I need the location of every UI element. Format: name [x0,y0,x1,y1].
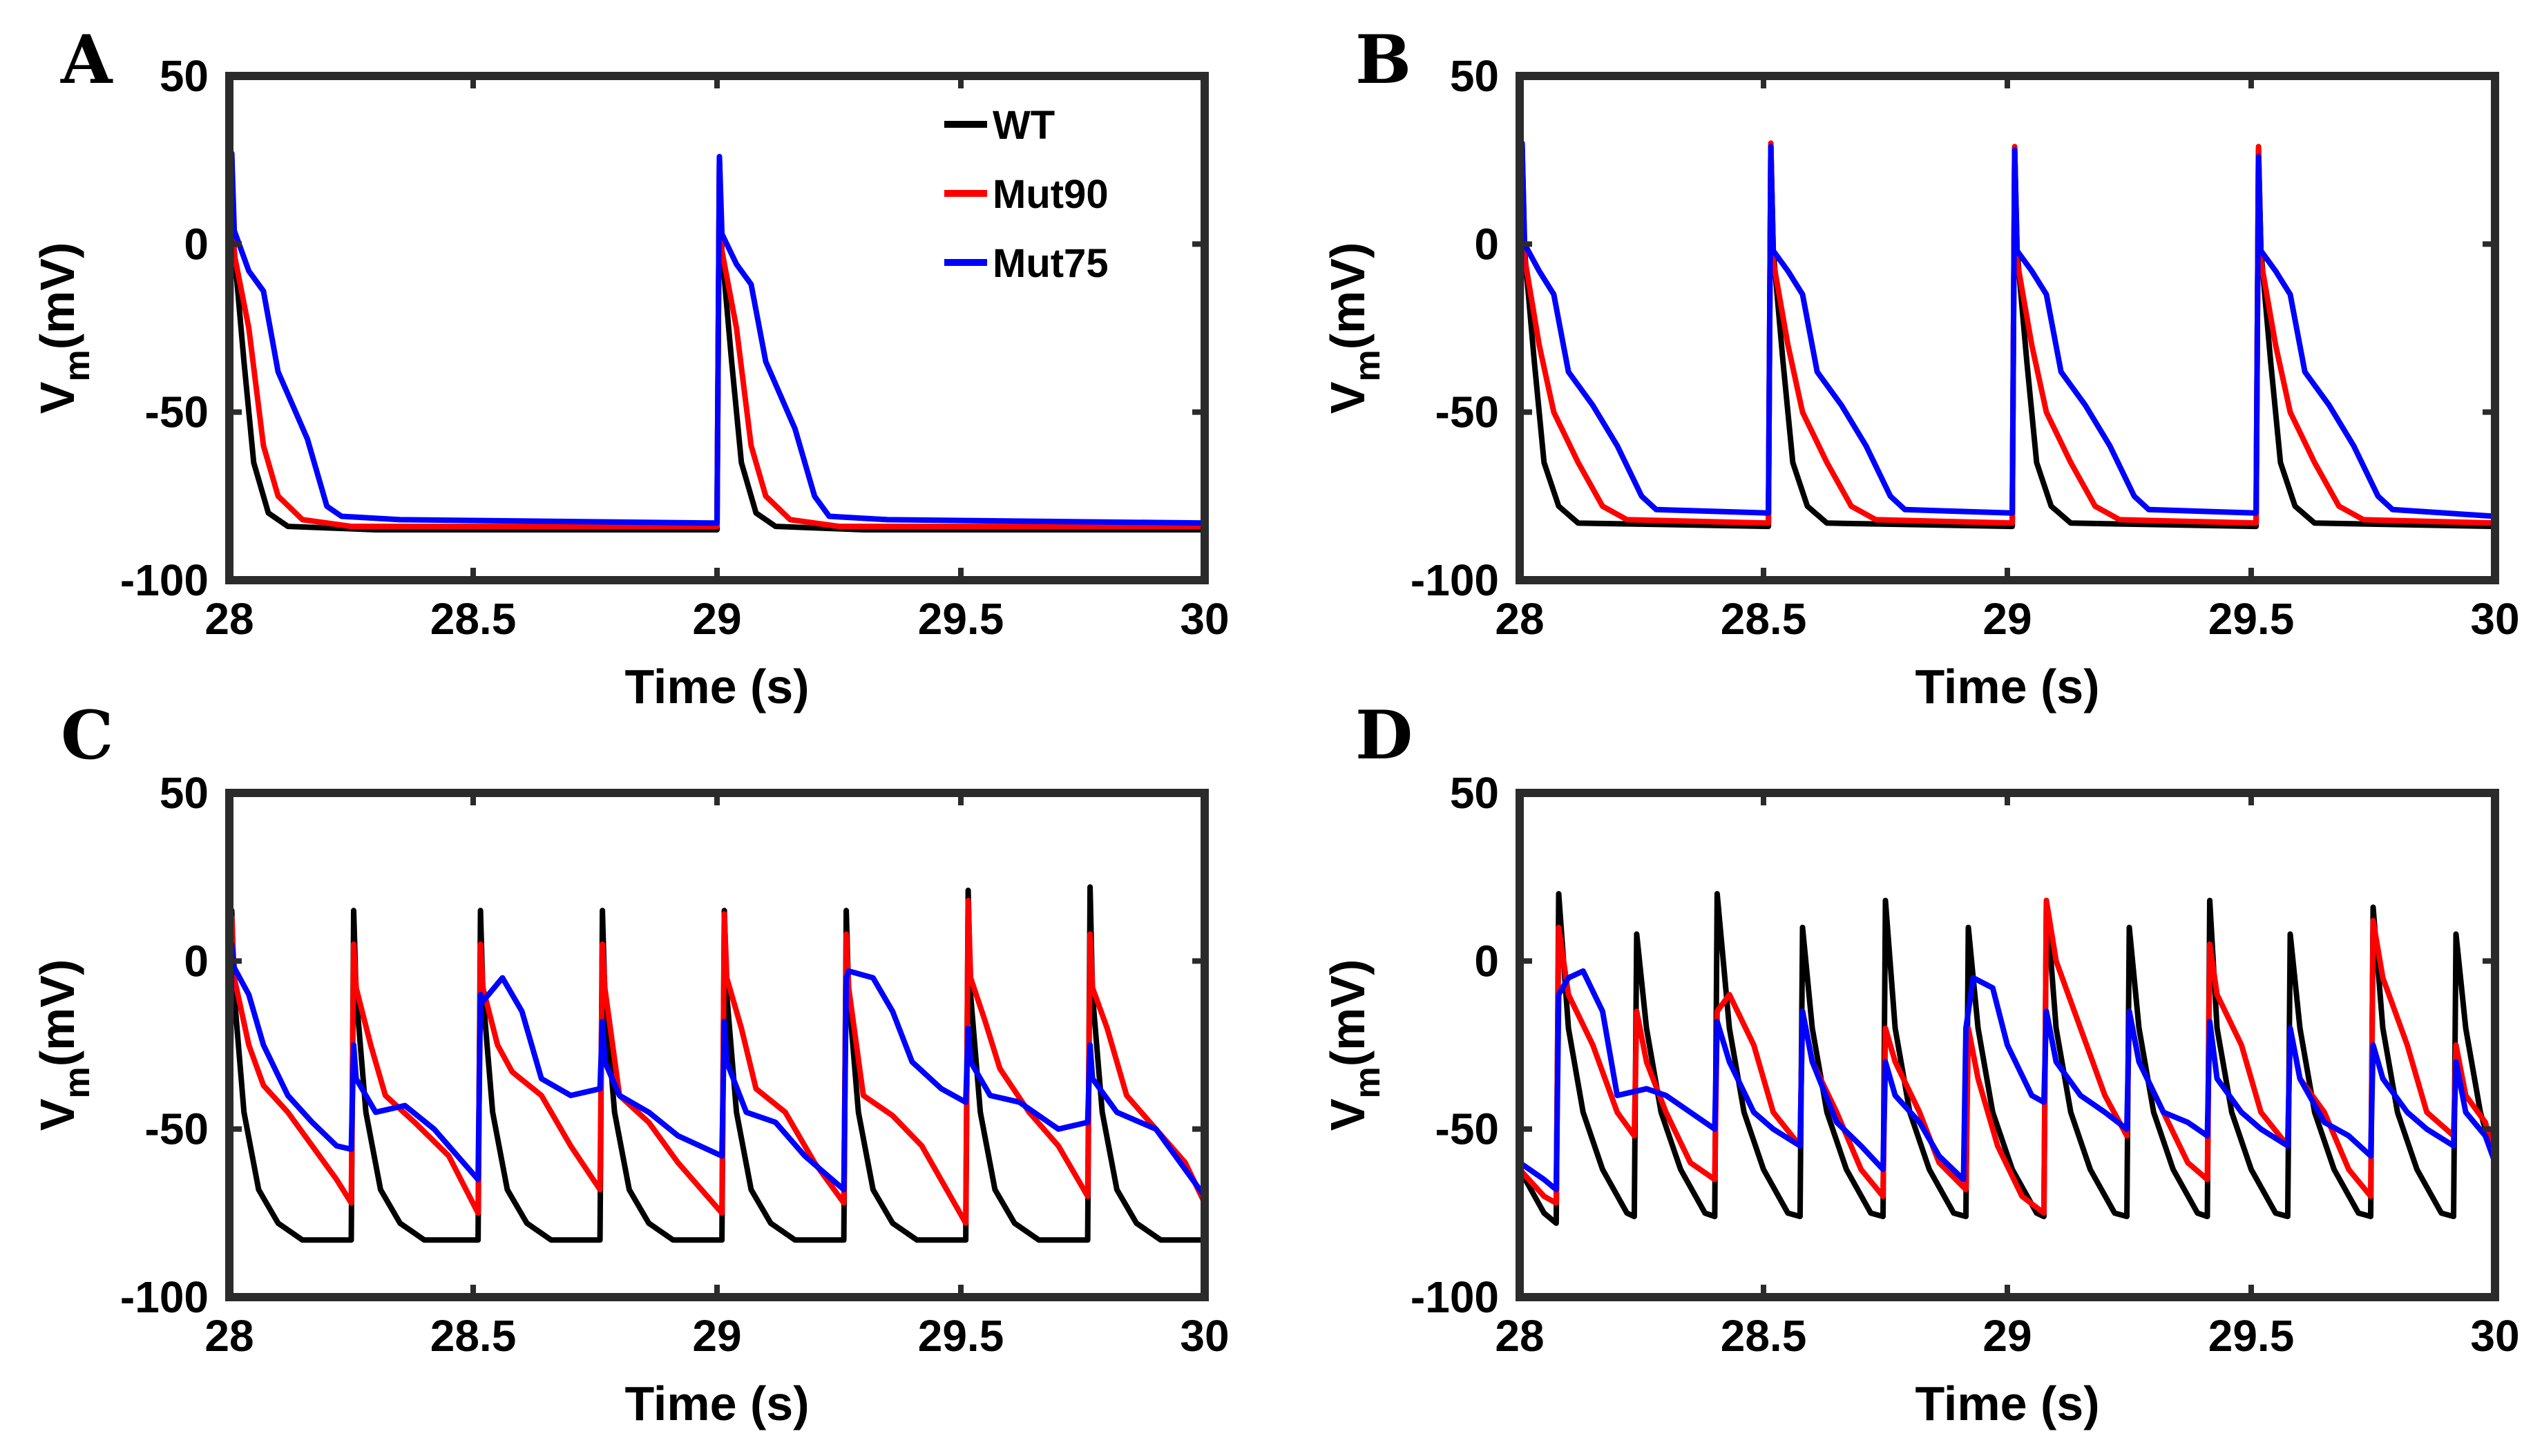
y-tick-label: 0 [1474,936,1499,986]
y-axis-label-symbol: V [30,1098,84,1131]
series-line-mut90 [1520,140,2495,527]
y-tick-label: -100 [120,1272,209,1322]
y-axis-label-symbol: V [1321,1098,1375,1131]
y-tick-label: 0 [184,219,209,269]
x-tick-label: 28.5 [1721,594,1807,644]
panel-d: D 28 28.5 29 29.5 30 50 0 -50 -100 Time (s) Vm(mV) [1321,696,2520,1430]
y-tick-label: -100 [1411,555,1499,605]
series-group-d [1520,891,2495,1226]
panel-letter-a: A [60,21,113,99]
y-axis-label: Vm(mV) [30,242,97,414]
x-tick-label: 29.5 [918,594,1004,644]
x-tick-label: 29 [692,594,741,644]
x-axis-label: Time (s) [624,660,809,713]
y-axis-label-subscript: m [57,349,97,381]
x-tick-label: 28 [204,1311,254,1361]
y-axis-label: Vm(mV) [30,959,97,1131]
series-line-mut75 [229,150,1205,527]
panel-a: A 28 28.5 29 29.5 30 50 0 -50 -100 Time (s) Vm(mV) W… [30,21,1230,713]
y-axis-label-unit: (mV) [30,242,84,350]
x-axis-label: Time (s) [624,1377,809,1430]
series-line-wt [1520,891,2495,1226]
legend: WT Mut90 Mut75 [944,103,1109,286]
y-axis-label-unit: (mV) [1321,959,1375,1067]
series-line-wt [229,884,1205,1243]
x-tick-label: 28 [204,594,254,644]
x-tick-label: 29 [692,1311,741,1361]
x-tick-label: 29.5 [2208,594,2295,644]
x-axis-label: Time (s) [1915,1377,2099,1430]
x-tick-label: 28 [1495,594,1544,644]
y-tick-label: 50 [1450,51,1499,101]
y-axis-label-symbol: V [30,381,84,414]
x-tick-label: 29 [1982,1311,2032,1361]
y-tick-label: -50 [145,1104,209,1154]
y-tick-label: 50 [160,51,209,101]
y-tick-label: -100 [120,555,209,605]
x-tick-label: 30 [1180,1311,1229,1361]
series-line-wt [1520,144,2495,530]
legend-label-mut75: Mut75 [993,241,1109,286]
y-axis-label: Vm(mV) [1321,242,1388,414]
legend-label-wt: WT [993,103,1055,148]
series-line-mut75 [1520,140,2495,524]
y-tick-label: -100 [1411,1272,1499,1322]
x-tick-label: 28.5 [430,594,517,644]
series-group-c [229,884,1205,1243]
series-line-mut90 [229,153,1205,530]
y-tick-label: 50 [1450,768,1499,818]
panel-c: C 28 28.5 29 29.5 30 50 0 -50 -100 Time (s) Vm(mV) [30,696,1230,1430]
axes-box-c [225,789,1209,1301]
y-axis-label-symbol: V [1321,381,1375,414]
y-axis-label-subscript: m [1348,349,1388,381]
x-tick-label: 28.5 [430,1311,517,1361]
axes-box-b [1516,72,2499,584]
series-line-mut75 [229,941,1205,1198]
panel-letter-c: C [61,696,113,774]
x-tick-label: 29.5 [918,1311,1004,1361]
y-axis-label-unit: (mV) [1321,242,1375,350]
y-tick-label: -50 [1435,1104,1500,1154]
y-tick-label: 0 [184,936,209,986]
y-tick-label: 0 [1474,219,1499,269]
legend-label-mut90: Mut90 [993,172,1109,217]
y-axis-label-unit: (mV) [30,959,84,1067]
x-tick-label: 30 [2470,1311,2519,1361]
series-line-mut90 [1520,897,2495,1216]
y-tick-label: 50 [160,768,209,818]
y-axis-label: Vm(mV) [1321,959,1388,1131]
series-line-wt [229,157,1205,533]
panel-letter-d: D [1355,696,1413,774]
x-tick-label: 28 [1495,1311,1544,1361]
x-tick-label: 30 [2470,594,2519,644]
series-line-mut75 [1520,968,2495,1193]
x-tick-label: 28.5 [1721,1311,1807,1361]
y-tick-label: -50 [1435,387,1500,437]
panel-letter-b: B [1355,21,1411,99]
y-axis-label-subscript: m [57,1066,97,1098]
x-tick-label: 29 [1982,594,2032,644]
series-group-b [1520,140,2495,530]
x-tick-label: 30 [1180,594,1229,644]
y-axis-label-subscript: m [1348,1066,1388,1098]
series-group-a [229,150,1205,533]
x-axis-label: Time (s) [1915,660,2099,713]
y-tick-label: -50 [145,387,209,437]
panel-b: B 28 28.5 29 29.5 30 50 0 -50 -100 Time (s) Vm(mV) [1321,21,2520,713]
x-tick-label: 29.5 [2208,1311,2295,1361]
